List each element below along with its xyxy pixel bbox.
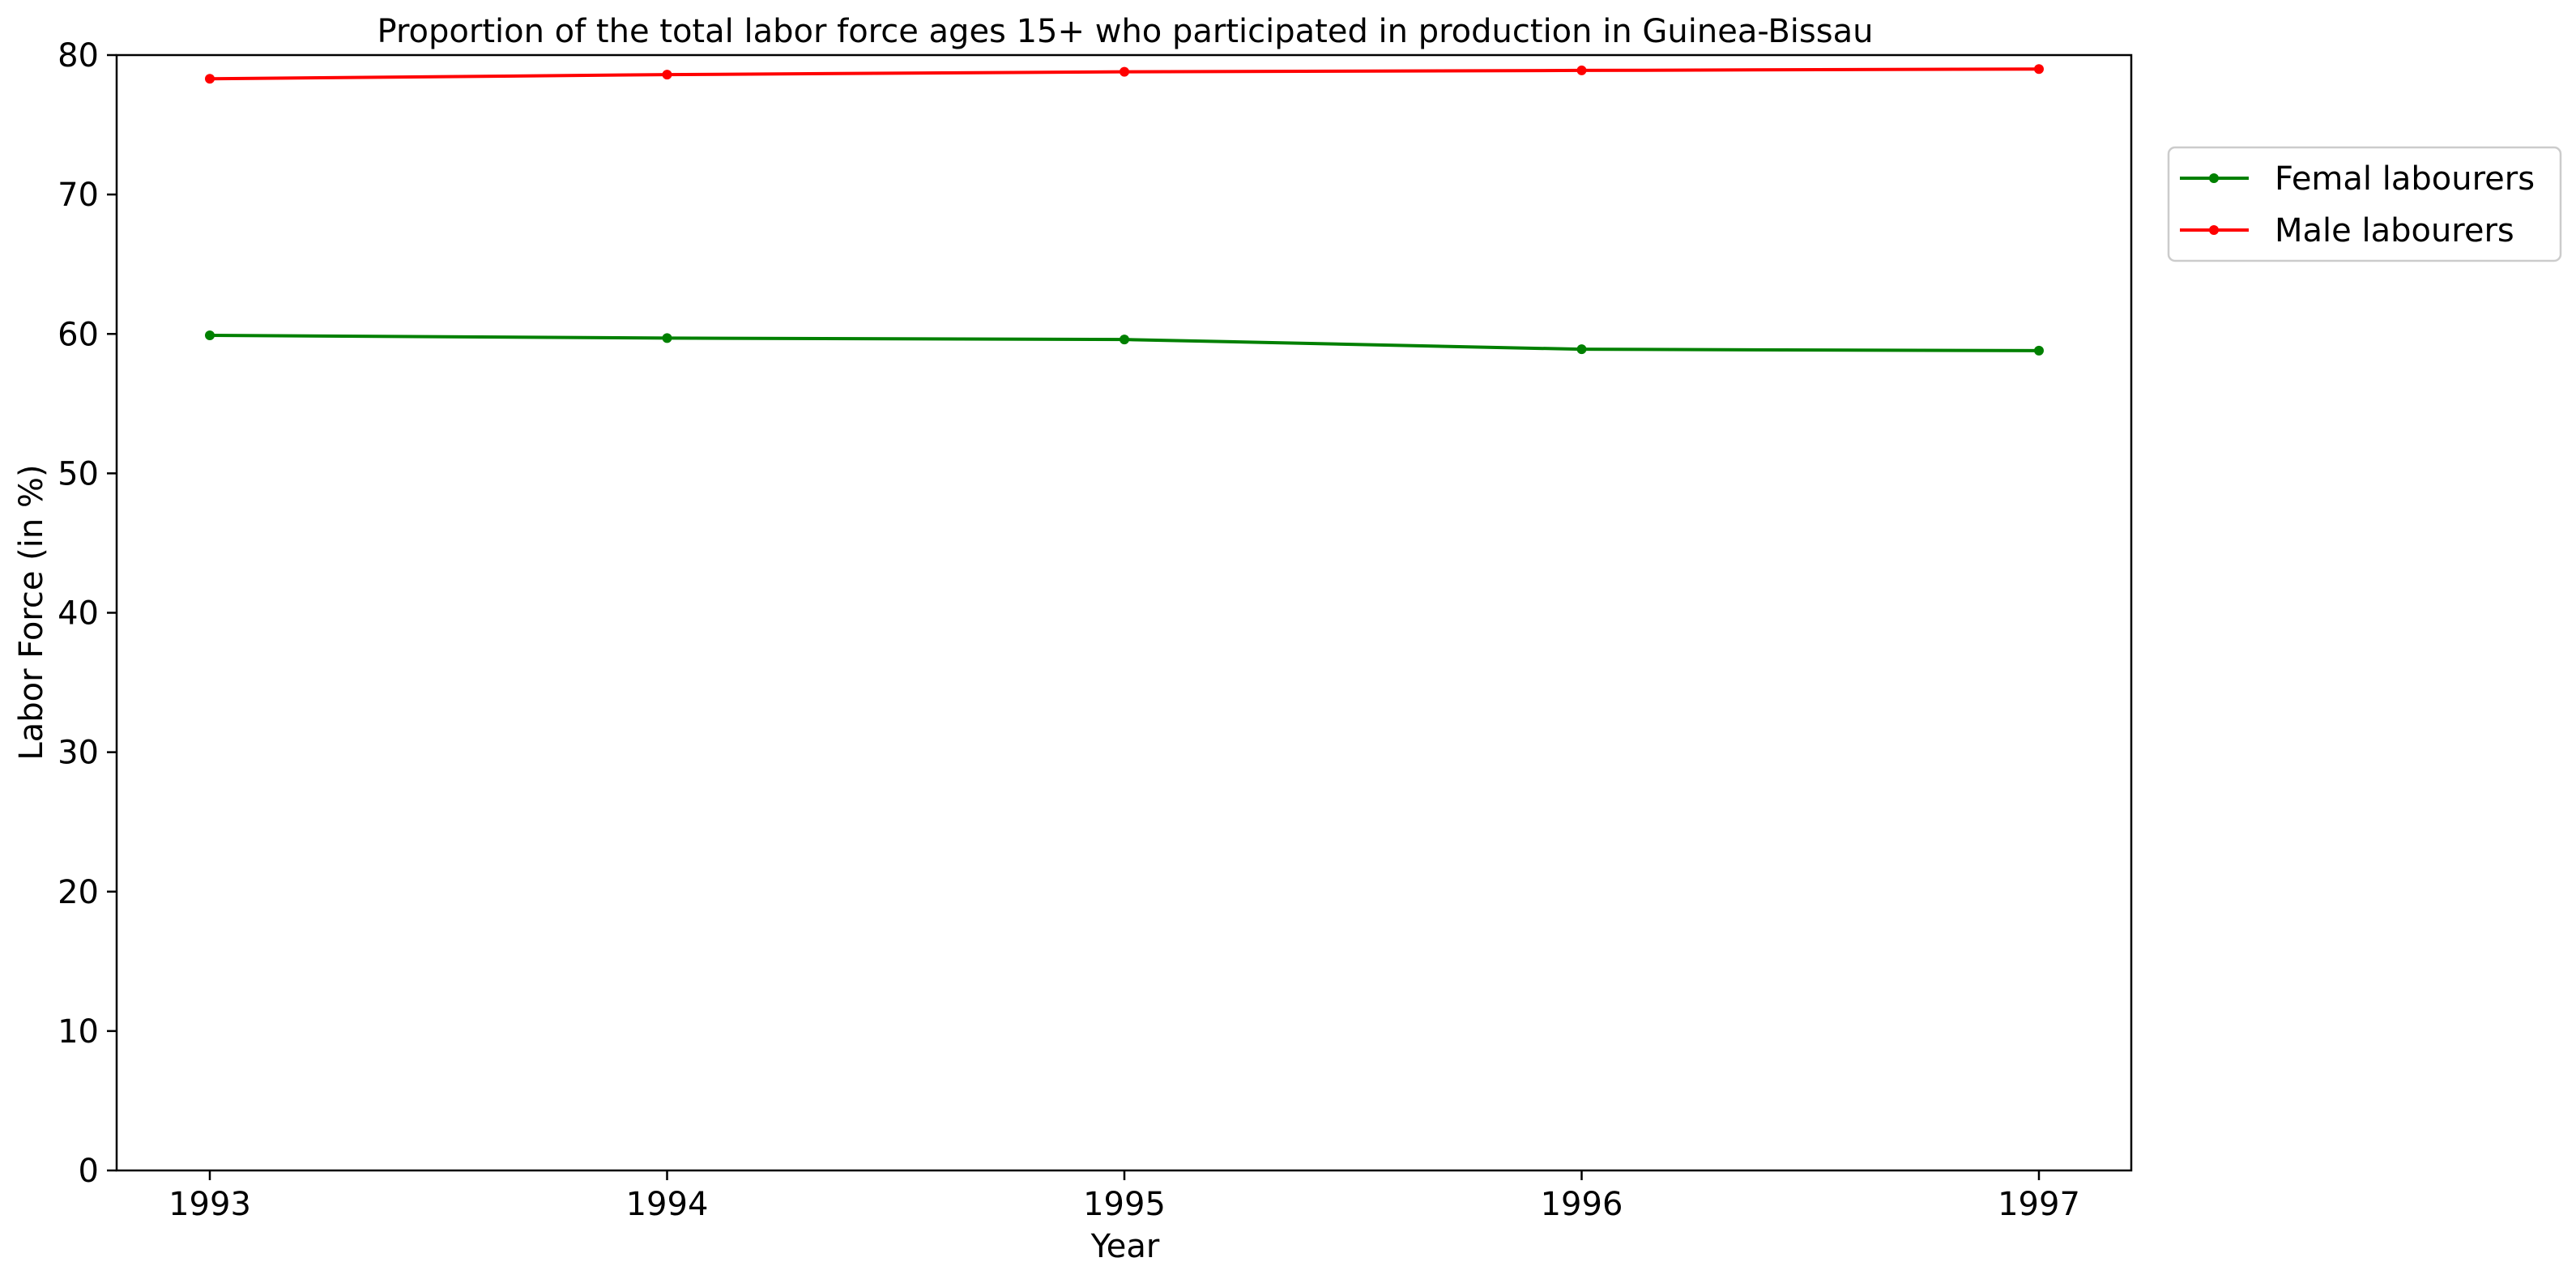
data-point: [205, 330, 215, 340]
data-point: [662, 333, 672, 343]
x-tick-label: 1996: [1541, 1186, 1623, 1223]
y-tick-label: 80: [58, 37, 99, 75]
legend-swatch-marker: [2209, 225, 2219, 235]
y-tick-label: 70: [58, 177, 99, 214]
y-tick-label: 50: [58, 455, 99, 492]
data-point: [2034, 64, 2044, 75]
y-tick-label: 30: [58, 735, 99, 772]
y-tick-label: 40: [58, 595, 99, 633]
x-tick-label: 1995: [1083, 1186, 1166, 1223]
legend-swatch-marker: [2209, 173, 2219, 183]
legend-label: Femal labourers: [2275, 160, 2535, 198]
legend: Femal labourers Male labourers: [2167, 146, 2562, 262]
series-layer: [205, 64, 2044, 356]
x-tick-label: 1997: [1998, 1186, 2080, 1223]
y-tick-label: 60: [58, 316, 99, 353]
data-point: [1120, 335, 1129, 345]
legend-box: [2167, 146, 2562, 262]
chart-title: Proportion of the total labor force ages…: [377, 13, 1874, 50]
data-point: [1576, 344, 1587, 355]
data-point: [1120, 66, 1129, 77]
data-point: [2034, 345, 2044, 356]
x-axis-ticks: 1993 1994 1995 1996 1997: [168, 1170, 2080, 1223]
legend-items: Femal labourers Male labourers: [2180, 160, 2535, 249]
data-point: [1576, 65, 1587, 75]
y-tick-label: 20: [58, 874, 99, 911]
y-tick-label: 0: [79, 1153, 99, 1190]
y-tick-label: 10: [58, 1013, 99, 1051]
x-tick-label: 1994: [626, 1186, 709, 1223]
data-point: [205, 74, 215, 84]
data-point: [662, 70, 672, 80]
x-tick-label: 1993: [168, 1186, 251, 1223]
legend-label: Male labourers: [2275, 212, 2514, 249]
x-axis-title: Year: [1090, 1228, 1160, 1265]
y-axis-ticks: 0 10 20 30 40 50 60 70 80: [58, 37, 117, 1190]
plot-frame: [115, 53, 2133, 1172]
y-axis-title: Labor Force (in %): [13, 464, 50, 760]
